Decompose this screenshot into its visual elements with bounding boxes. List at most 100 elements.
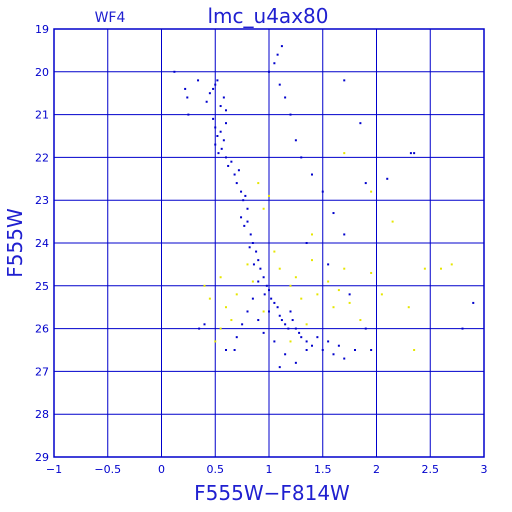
data-point (298, 331, 301, 334)
data-point (359, 122, 362, 125)
data-point (273, 62, 276, 65)
data-point (225, 306, 227, 309)
x-tick-label: 1.5 (314, 463, 332, 476)
data-point (220, 147, 223, 150)
data-point (214, 143, 217, 146)
data-point (235, 293, 238, 296)
x-tick-label: 0 (158, 463, 165, 476)
data-point (343, 233, 346, 236)
data-point (173, 70, 176, 73)
data-point (222, 96, 225, 99)
data-point (233, 349, 236, 351)
data-point (273, 340, 276, 343)
x-tick-label: 1 (266, 463, 273, 476)
data-point (186, 96, 189, 99)
y-axis-label: F555W (3, 208, 27, 278)
y-tick-label: 27 (35, 365, 49, 378)
data-point (214, 83, 217, 86)
data-point (251, 280, 254, 283)
data-point (413, 152, 416, 155)
chip-label: WF4 (95, 10, 126, 26)
data-point (219, 327, 222, 330)
data-point (212, 117, 215, 120)
data-point (257, 280, 260, 283)
data-point (270, 297, 273, 300)
data-point (354, 349, 356, 351)
y-tick-label: 24 (35, 237, 49, 250)
data-point (364, 182, 367, 185)
data-point (225, 122, 227, 125)
data-point (327, 280, 330, 283)
data-point (386, 177, 389, 180)
data-point (370, 349, 373, 351)
data-point (255, 250, 258, 253)
data-point (343, 79, 346, 82)
data-point (311, 344, 313, 347)
data-point (227, 164, 230, 167)
data-point (246, 263, 249, 266)
plot-grid (53, 28, 485, 458)
data-point (268, 289, 270, 292)
data-point (278, 314, 281, 317)
data-point (311, 173, 313, 176)
data-point (300, 156, 303, 159)
data-point (294, 361, 297, 364)
data-point (263, 293, 266, 296)
data-point (219, 276, 222, 279)
data-point (316, 293, 319, 296)
data-point (225, 349, 227, 351)
data-point (305, 323, 308, 326)
data-point (284, 323, 287, 326)
data-point (240, 190, 243, 193)
y-tick-label: 26 (35, 323, 49, 336)
data-point (380, 293, 383, 296)
plot-frame (53, 28, 485, 458)
data-point (246, 220, 249, 223)
data-point (235, 336, 238, 339)
data-point (332, 212, 335, 215)
data-point (321, 349, 324, 351)
data-point (214, 340, 217, 343)
data-point (208, 297, 211, 300)
data-point (216, 135, 219, 137)
data-point (276, 306, 279, 309)
data-point (217, 152, 220, 155)
data-point (461, 327, 464, 330)
data-point (214, 126, 217, 129)
y-tick-label: 28 (35, 408, 49, 421)
data-point (248, 246, 251, 249)
data-point (327, 263, 330, 266)
data-point (276, 53, 279, 56)
data-point (240, 216, 243, 219)
data-point (370, 190, 373, 193)
data-point (230, 319, 233, 322)
data-point (243, 224, 246, 227)
data-point (251, 297, 254, 300)
data-point (472, 301, 475, 304)
data-point (262, 276, 265, 279)
x-tick-label: 2 (373, 463, 380, 476)
data-point (294, 276, 297, 279)
data-point (311, 259, 313, 262)
data-point (235, 182, 238, 185)
data-point (343, 357, 346, 360)
data-point (265, 284, 268, 287)
data-point (300, 297, 303, 300)
y-tick-labels: 19 20 21 22 23 24 25 26 27 28 29 (35, 23, 49, 464)
data-point (225, 156, 227, 159)
data-point (268, 194, 270, 197)
data-point (316, 336, 319, 339)
x-tick-label: 2.5 (422, 463, 440, 476)
data-point (370, 271, 373, 274)
data-point (305, 242, 308, 244)
data-point (241, 323, 244, 326)
data-point (343, 267, 346, 270)
data-point (440, 267, 442, 270)
data-point (332, 353, 335, 356)
data-point (348, 301, 351, 304)
data-point (184, 87, 187, 90)
data-point (289, 284, 292, 287)
data-point (407, 306, 410, 309)
data-point (246, 310, 249, 313)
